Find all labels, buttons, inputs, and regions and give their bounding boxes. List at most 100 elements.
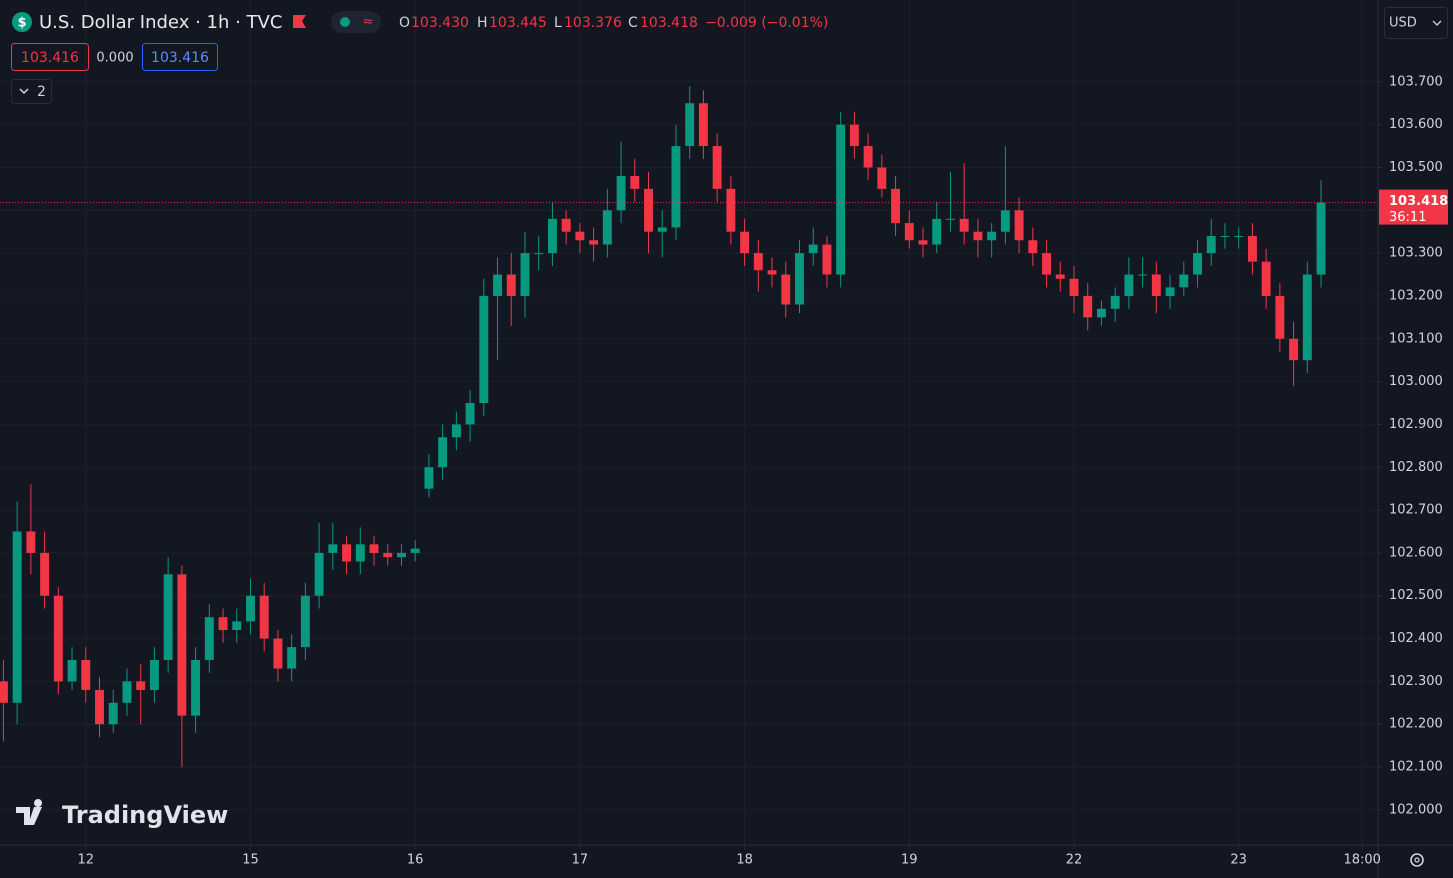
- candle-body: [1179, 274, 1189, 288]
- x-tick-label: 15: [242, 853, 259, 868]
- candle-body: [671, 146, 681, 228]
- currency-button[interactable]: [1384, 7, 1448, 39]
- settings-icon[interactable]: [1410, 853, 1424, 867]
- flag-icon[interactable]: [293, 15, 306, 28]
- symbol-icon: [12, 12, 32, 32]
- candle-body: [328, 544, 338, 553]
- x-tick-label: 17: [572, 853, 589, 868]
- candle-body: [712, 146, 722, 189]
- candle-body: [795, 253, 804, 305]
- bid-price: 103.416: [21, 50, 79, 66]
- candle-body: [863, 146, 873, 168]
- candle-body: [355, 544, 365, 562]
- candle-body: [1165, 287, 1175, 296]
- candle-body: [561, 218, 571, 232]
- candle-body: [946, 218, 955, 220]
- symbol-title[interactable]: U.S. Dollar Index · 1h · TVC: [39, 12, 282, 33]
- o-label: O: [399, 15, 410, 31]
- bid-box[interactable]: [11, 43, 89, 71]
- spread: 0.000: [96, 51, 133, 66]
- candle-body: [67, 659, 77, 682]
- candle-body: [959, 218, 969, 232]
- candle-body: [932, 218, 942, 245]
- candle-body: [630, 176, 640, 189]
- candle-body: [136, 681, 146, 690]
- y-tick-label: 102.200: [1389, 717, 1443, 732]
- y-tick-label: 102.900: [1389, 417, 1443, 432]
- candle-body: [1289, 338, 1299, 361]
- candle-body: [891, 188, 901, 224]
- candle-body: [904, 223, 914, 241]
- x-tick-label: 19: [901, 853, 918, 868]
- candle-body: [589, 240, 599, 245]
- candle-body: [479, 295, 489, 404]
- candle-body: [534, 253, 544, 255]
- candle-body: [698, 103, 708, 147]
- x-tick-label: 18:00: [1343, 853, 1380, 868]
- candle-body: [1096, 308, 1106, 318]
- candles: [0, 86, 1378, 768]
- candle-body: [493, 274, 502, 296]
- candle-body: [300, 595, 310, 648]
- grid: [0, 0, 1378, 845]
- candle-body: [1124, 274, 1134, 296]
- candle-body: [149, 659, 159, 690]
- y-tick-label: 103.200: [1389, 288, 1443, 303]
- candle-body: [1316, 202, 1326, 275]
- candle-body: [218, 617, 228, 631]
- candle-body: [1302, 274, 1312, 361]
- candle-body: [26, 531, 36, 553]
- candle-body: [1151, 274, 1161, 296]
- status-pill[interactable]: [331, 11, 381, 33]
- currency-label: USD: [1389, 16, 1417, 31]
- l-label: L: [554, 15, 562, 31]
- candle-body: [287, 647, 297, 669]
- candle-body: [81, 659, 91, 690]
- candle-body: [396, 552, 406, 558]
- ask-price: 103.416: [151, 50, 209, 66]
- ask-box[interactable]: [142, 43, 218, 71]
- candle-body: [40, 552, 50, 596]
- candle-body: [108, 702, 118, 725]
- candle-body: [740, 231, 750, 254]
- candle-body: [1055, 274, 1065, 279]
- y-tick-label: 103.300: [1389, 246, 1443, 261]
- chevron-icon: [19, 88, 29, 95]
- last-price-label: 103.418: [1389, 194, 1448, 209]
- delay-icon: ≈: [363, 15, 374, 30]
- h-label: H: [477, 15, 488, 31]
- y-tick-label: 102.400: [1389, 631, 1443, 646]
- candle-body: [822, 244, 832, 275]
- candle-body: [12, 531, 22, 703]
- candle-body: [342, 544, 352, 562]
- candle-body: [1193, 253, 1202, 275]
- countdown: 36:11: [1389, 210, 1426, 225]
- y-tick-label: 103.500: [1389, 160, 1443, 175]
- candle-body: [369, 544, 379, 553]
- market-open-dot: [340, 17, 350, 27]
- symbol-icon-glyph: $: [17, 16, 26, 31]
- candle-body: [1000, 210, 1010, 232]
- candle-body: [767, 270, 777, 275]
- candle-body: [644, 188, 653, 232]
- x-tick-label: 12: [78, 853, 95, 868]
- candle-body: [808, 244, 818, 254]
- candle-body: [1028, 240, 1038, 254]
- l-value: 103.376: [564, 15, 622, 31]
- candle-body: [1234, 235, 1244, 237]
- candle-body: [1261, 261, 1271, 296]
- candle-body: [273, 638, 283, 669]
- y-tick-label: 102.600: [1389, 545, 1443, 560]
- indicators-count: 2: [37, 84, 46, 100]
- settings-icon-center: [1414, 857, 1420, 863]
- candle-body: [410, 548, 420, 553]
- candle-body: [1069, 278, 1079, 296]
- candle-body: [1110, 295, 1120, 309]
- indicators-toggle[interactable]: [11, 79, 52, 104]
- candle-body: [246, 595, 255, 622]
- candle-body: [1275, 295, 1285, 339]
- x-tick-label: 18: [736, 853, 753, 868]
- candle-body: [753, 253, 763, 271]
- candle-body: [191, 659, 201, 716]
